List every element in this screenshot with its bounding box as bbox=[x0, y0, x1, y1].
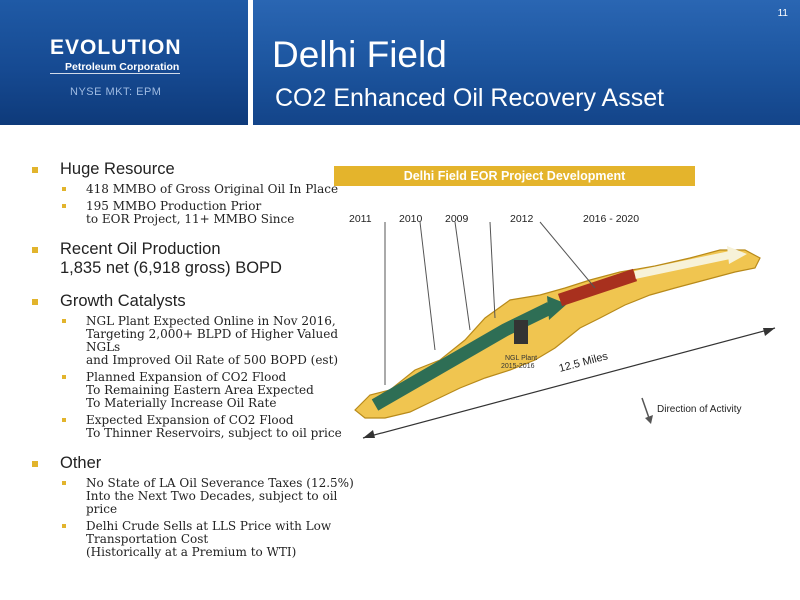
sub-bullet: Expected Expansion of CO2 Flood To Thinne… bbox=[30, 414, 370, 440]
sub-bullet: Delhi Crude Sells at LLS Price with Low T… bbox=[30, 520, 370, 559]
ngl-plant-icon bbox=[514, 320, 528, 344]
sub-bullet: No State of LA Oil Severance Taxes (12.5… bbox=[30, 477, 370, 516]
leader-2010 bbox=[419, 221, 436, 351]
bullet-list: Huge Resource 418 MMBO of Gross Original… bbox=[30, 160, 370, 563]
year-leaders bbox=[384, 221, 596, 385]
eor-field-map: NGL Plant 2015-2016 2011 2010 2009 2012 … bbox=[349, 213, 776, 439]
red-arrow bbox=[557, 268, 638, 307]
company-subtitle: Petroleum Corporation bbox=[65, 61, 180, 73]
ngl-plant-years: 2015-2016 bbox=[501, 363, 535, 370]
year-label-2016-2020: 2016 - 2020 bbox=[583, 213, 639, 225]
year-label-2012: 2012 bbox=[510, 213, 534, 225]
bullet-other: Other bbox=[30, 454, 370, 473]
ngl-plant-label: NGL Plant bbox=[505, 355, 537, 362]
header-divider bbox=[248, 0, 253, 125]
distance-arrow bbox=[362, 327, 776, 439]
header-banner: EVOLUTION Petroleum Corporation NYSE MKT… bbox=[0, 0, 800, 125]
distance-label: 12.5 Miles bbox=[558, 350, 610, 375]
title-panel bbox=[253, 0, 800, 125]
field-outline bbox=[354, 249, 761, 419]
slide-title: Delhi Field bbox=[272, 34, 447, 75]
future-arrow-head bbox=[727, 246, 747, 264]
direction-arrow bbox=[641, 397, 650, 419]
bullet-growth-catalysts: Growth Catalysts bbox=[30, 292, 370, 311]
year-label-2011: 2011 bbox=[349, 213, 372, 225]
leader-2012 bbox=[489, 221, 496, 319]
sub-bullet: 418 MMBO of Gross Original Oil In Place bbox=[30, 183, 370, 196]
logo-underline bbox=[50, 73, 180, 74]
sub-bullet: Planned Expansion of CO2 Flood To Remaini… bbox=[30, 371, 370, 410]
company-logo: EVOLUTION bbox=[50, 36, 182, 59]
direction-arrow-head bbox=[645, 415, 653, 424]
bullet-recent-production: Recent Oil Production 1,835 net (6,918 gr… bbox=[30, 240, 370, 278]
bullet-huge-resource: Huge Resource bbox=[30, 160, 370, 179]
leader-2009 bbox=[454, 221, 471, 331]
distance-arrow-right-head bbox=[763, 328, 775, 336]
year-label-2010: 2010 bbox=[399, 213, 423, 225]
year-label-2009: 2009 bbox=[445, 213, 469, 225]
future-arrow bbox=[634, 251, 731, 279]
sub-bullet: 195 MMBO Production Prior to EOR Project,… bbox=[30, 200, 370, 226]
slide-number: 11 bbox=[777, 8, 788, 19]
slide-subtitle: CO2 Enhanced Oil Recovery Asset bbox=[275, 84, 665, 112]
stock-ticker: NYSE MKT: EPM bbox=[70, 86, 162, 98]
sub-bullet: NGL Plant Expected Online in Nov 2016, Ta… bbox=[30, 315, 370, 367]
direction-label: Direction of Activity bbox=[657, 404, 741, 415]
distance-arrow-left-head bbox=[363, 430, 375, 438]
logo-panel: EVOLUTION Petroleum Corporation NYSE MKT… bbox=[0, 0, 248, 125]
leader-2016 bbox=[539, 221, 596, 289]
green-arrow bbox=[371, 302, 553, 411]
map-title-bar: Delhi Field EOR Project Development bbox=[334, 166, 695, 186]
